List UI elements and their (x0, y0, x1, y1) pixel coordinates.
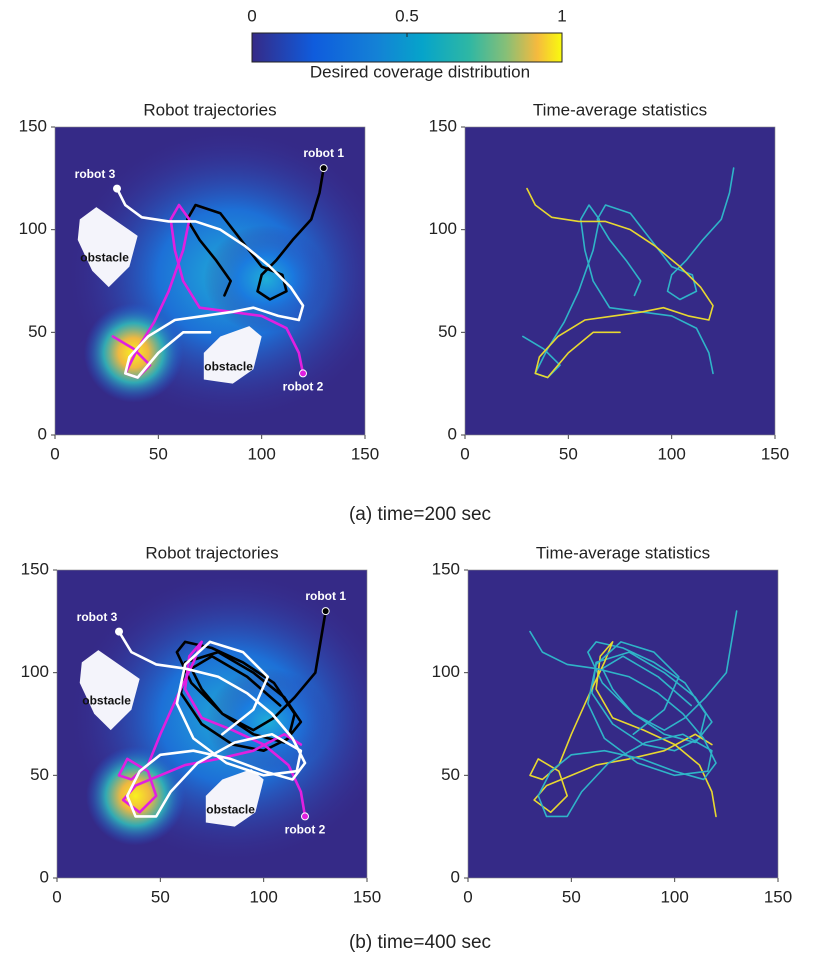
trajectory (529, 630, 717, 818)
panel-title: Robot trajectories (143, 100, 276, 119)
y-tick-label: 150 (19, 116, 47, 135)
x-tick-label: 50 (559, 444, 578, 463)
colorbar-tick-label: 0 (247, 6, 256, 25)
plot-area (468, 570, 778, 878)
y-tick-label: 0 (448, 424, 457, 443)
plot-background (468, 570, 778, 878)
x-tick-label: 0 (460, 444, 469, 463)
obstacle (203, 326, 262, 384)
x-tick-label: 100 (247, 444, 275, 463)
panel-title: Time-average statistics (536, 543, 710, 562)
x-tick-label: 100 (660, 887, 688, 906)
robot-label: robot 2 (285, 823, 326, 837)
x-tick-label: 100 (249, 887, 277, 906)
plot-frame (464, 126, 776, 436)
y-tick-label: 100 (19, 219, 47, 238)
y-tick-label: 0 (40, 867, 49, 886)
colorbar-tick-label: 0.5 (395, 6, 419, 25)
start-marker (321, 607, 330, 616)
caption: (a) time=200 sec (349, 504, 491, 525)
plot-frame (54, 126, 366, 436)
plot-area: obstacle obstacle robot 1 robot 2 robot 3 (57, 570, 367, 878)
y-tick-label: 50 (438, 322, 457, 341)
y-tick-label: 100 (21, 662, 49, 681)
colorbar (251, 32, 563, 63)
colorbar-tick-label: 1 (557, 6, 566, 25)
density (85, 746, 186, 846)
x-tick-label: 150 (351, 444, 379, 463)
density (203, 225, 328, 333)
y-tick-label: 50 (28, 322, 47, 341)
obstacle-label: obstacle (206, 802, 255, 816)
x-tick-label: 0 (50, 444, 59, 463)
y-tick-label: 0 (38, 424, 47, 443)
obstacle-label: obstacle (82, 694, 131, 708)
robot-label: robot 3 (77, 610, 118, 624)
y-tick-label: 150 (21, 559, 49, 578)
plot-frame (467, 569, 779, 879)
trajectory (529, 641, 717, 818)
panel-title: Time-average statistics (533, 100, 707, 119)
x-tick-label: 50 (149, 444, 168, 463)
y-tick-label: 0 (451, 867, 460, 886)
obstacle-label: obstacle (80, 251, 129, 265)
robot-label: robot 3 (75, 167, 116, 181)
plot-frame (56, 569, 368, 879)
caption: (b) time=400 sec (349, 932, 491, 953)
trajectory (526, 187, 714, 379)
plot-area (465, 127, 775, 435)
obstacle (79, 650, 140, 731)
panel-title: Robot trajectories (145, 543, 278, 562)
y-tick-label: 50 (30, 765, 49, 784)
trajectory (117, 640, 307, 818)
start-marker (299, 369, 307, 378)
y-tick-label: 150 (429, 116, 457, 135)
start-marker (115, 627, 123, 636)
y-tick-label: 150 (432, 559, 460, 578)
trajectory (185, 166, 325, 301)
obstacle (205, 769, 264, 827)
trajectory (117, 630, 307, 818)
y-tick-label: 50 (441, 765, 460, 784)
trajectory (175, 609, 327, 752)
y-tick-label: 100 (432, 662, 460, 681)
obstacle-label: obstacle (204, 359, 253, 373)
x-tick-label: 150 (764, 887, 792, 906)
x-tick-label: 100 (657, 444, 685, 463)
start-marker (301, 812, 309, 821)
trajectory (115, 187, 305, 379)
trajectory (587, 610, 738, 752)
start-marker (319, 164, 328, 173)
x-tick-label: 50 (151, 887, 170, 906)
robot-label: robot 2 (283, 380, 324, 394)
plot-background (465, 127, 775, 435)
trajectory (596, 167, 735, 301)
colorbar-label: Desired coverage distribution (310, 62, 530, 81)
x-tick-label: 0 (463, 887, 472, 906)
robot-label: robot 1 (303, 146, 344, 160)
obstacle (77, 207, 138, 288)
x-tick-label: 150 (353, 887, 381, 906)
start-marker (113, 184, 121, 193)
x-tick-label: 150 (761, 444, 789, 463)
y-tick-label: 100 (429, 219, 457, 238)
plot-area: obstacle obstacle robot 1 robot 2 robot 3 (55, 127, 365, 435)
x-tick-label: 0 (52, 887, 61, 906)
robot-label: robot 1 (305, 589, 346, 603)
x-tick-label: 50 (562, 887, 581, 906)
